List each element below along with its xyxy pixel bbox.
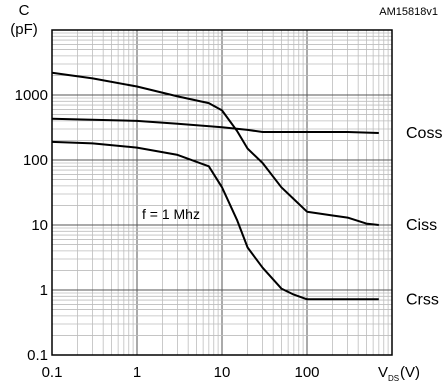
series-line-ciss <box>51 71 379 226</box>
y-tick-label: 10 <box>31 217 48 234</box>
y-tick-label: 0.1 <box>27 347 48 364</box>
x-axis-label-subscript: DS <box>388 374 399 383</box>
x-axis-label-unit: (V) <box>400 364 420 381</box>
y-tick-label: 1 <box>40 282 48 299</box>
x-tick-label: 10 <box>214 364 231 381</box>
frequency-annotation: f = 1 Mhz <box>142 206 200 222</box>
series-line-coss <box>51 117 379 134</box>
figure-code: AM15818v1 <box>379 6 438 18</box>
x-axis-label: V DS (V) <box>378 364 420 383</box>
x-tick-label: 1 <box>133 364 141 381</box>
x-tick-label: 0.1 <box>42 364 63 381</box>
series-line-crss <box>51 140 379 301</box>
y-tick-label: 100 <box>23 152 48 169</box>
grid-lines <box>52 30 392 355</box>
series-label-ciss: Ciss <box>406 217 437 234</box>
y-tick-label: 1000 <box>15 87 48 104</box>
series-label-coss: Coss <box>406 125 442 142</box>
plot-frame <box>51 29 393 356</box>
y-axis-label-unit: (pF) <box>10 21 38 38</box>
x-tick-label: 100 <box>294 364 319 381</box>
x-axis-label-main: V <box>378 364 388 381</box>
tick-labels: 0.1 1 10 100 0.1 1 10 100 1000 <box>15 87 320 381</box>
y-axis-label-symbol: C <box>19 2 30 19</box>
series-group: Ciss Coss Crss <box>51 71 442 308</box>
series-label-crss: Crss <box>406 291 439 308</box>
